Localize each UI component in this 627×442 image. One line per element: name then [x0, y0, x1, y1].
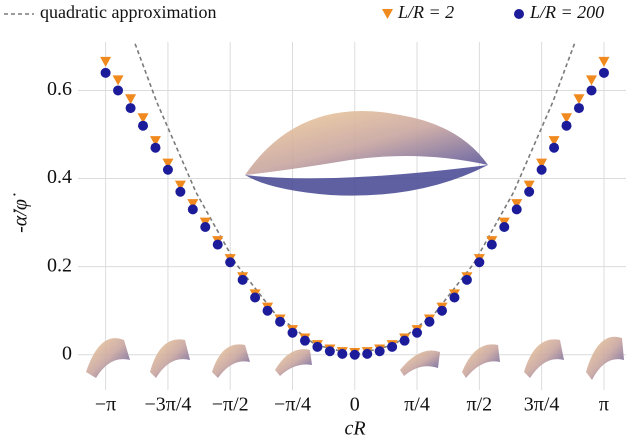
triangle-marker [112, 75, 124, 86]
circle-marker [138, 120, 149, 131]
circle-marker [200, 222, 211, 233]
triangle-marker [586, 75, 598, 86]
circle-marker [287, 327, 298, 338]
triangle-marker [598, 56, 610, 67]
legend-swatch [514, 9, 524, 19]
circle-marker [237, 274, 248, 285]
x-tick-label: 0 [350, 394, 360, 416]
circle-marker [474, 257, 485, 268]
circle-marker [250, 292, 261, 303]
circle-marker [162, 164, 173, 175]
circle-marker [187, 204, 198, 215]
circle-marker [175, 186, 186, 197]
legend: quadratic approximation L/R = 2 L/R = 200 [4, 2, 604, 22]
circle-marker [275, 316, 286, 327]
inset-surface-underside [245, 165, 488, 196]
x-tick-label: −π [95, 394, 116, 416]
circle-marker [511, 204, 522, 215]
circle-marker [437, 305, 448, 316]
triangle-marker [523, 180, 535, 191]
triangle-marker [561, 113, 573, 124]
circle-marker [449, 292, 460, 303]
circle-marker [499, 222, 510, 233]
circle-marker [100, 67, 111, 78]
y-tick-label: 0 [62, 342, 72, 364]
circle-marker [561, 120, 572, 131]
triangle-marker [548, 136, 560, 147]
circle-marker [573, 103, 584, 114]
triangle-marker [100, 56, 112, 67]
circle-marker [549, 142, 560, 153]
inset-illustrations [86, 111, 624, 380]
inset-surface [245, 111, 488, 175]
y-tick-label: 0.6 [47, 78, 72, 100]
small-surfaces [86, 336, 624, 380]
x-axis-label: cR [344, 418, 365, 440]
triangle-marker [125, 94, 137, 105]
triangle-marker [187, 199, 199, 210]
circle-marker [461, 274, 472, 285]
approximation-line [134, 43, 576, 356]
circle-marker [324, 346, 335, 357]
circle-marker [212, 239, 223, 250]
circle-marker [349, 349, 360, 360]
circle-marker [412, 327, 423, 338]
triangle-marker [149, 136, 161, 147]
x-tick-label: −3π/4 [144, 394, 191, 416]
circle-marker [536, 164, 547, 175]
circle-marker [312, 341, 323, 352]
triangle-marker [536, 158, 548, 169]
circle-marker [598, 67, 609, 78]
circle-marker [150, 142, 161, 153]
x-tick-label: π/4 [404, 394, 430, 416]
circle-marker [524, 186, 535, 197]
x-tick-label: −π/2 [212, 394, 249, 416]
circle-marker [225, 257, 236, 268]
triangle-marker [511, 199, 523, 210]
x-tick-label: π/2 [467, 394, 493, 416]
circle-marker [387, 341, 398, 352]
circle-marker [399, 335, 410, 346]
triangle-marker [162, 158, 174, 169]
grid [78, 42, 626, 390]
circle-marker [362, 348, 373, 359]
circle-marker [586, 85, 597, 96]
circle-marker [125, 103, 136, 114]
y-tick-label: 0.2 [47, 254, 72, 276]
x-tick-label: 3π/4 [524, 394, 560, 416]
y-axis-label: -α̇/φ̇ [10, 193, 32, 233]
legend-swatch [382, 9, 393, 19]
triangle-marker [137, 113, 149, 124]
triangle-marker [573, 94, 585, 105]
y-tick-label: 0.4 [47, 166, 72, 188]
legend-label: quadratic approximation [40, 2, 216, 22]
circle-marker [299, 335, 310, 346]
triangle-marker [174, 180, 186, 191]
plot-area [100, 43, 610, 360]
circle-marker [262, 305, 273, 316]
circle-marker [374, 346, 385, 357]
circle-marker [337, 348, 348, 359]
legend-label: L/R = 2 [397, 2, 454, 22]
circle-marker [113, 85, 124, 96]
legend-label: L/R = 200 [529, 2, 604, 22]
circle-marker [486, 239, 497, 250]
x-tick-label: −π/4 [274, 394, 311, 416]
circle-marker [424, 316, 435, 327]
x-tick-label: π [599, 394, 609, 416]
